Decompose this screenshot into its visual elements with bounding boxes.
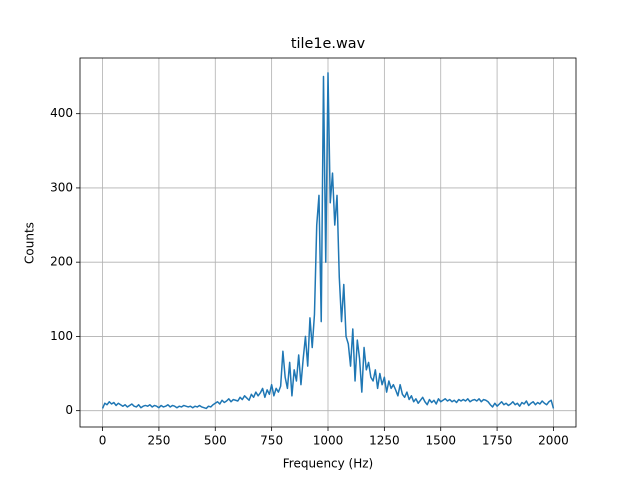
y-tick-label: 200 — [50, 255, 73, 269]
x-tick-label: 2000 — [538, 434, 569, 448]
y-tick-label: 0 — [65, 403, 73, 417]
chart-title: tile1e.wav — [291, 36, 366, 52]
y-tick-label: 300 — [50, 180, 73, 194]
y-tick-label: 400 — [50, 106, 73, 120]
x-tick-label: 750 — [260, 434, 283, 448]
x-axis-label: Frequency (Hz) — [283, 457, 374, 471]
x-tick-label: 250 — [147, 434, 170, 448]
x-tick-label: 1500 — [425, 434, 456, 448]
x-tick-label: 1000 — [313, 434, 344, 448]
y-tick-label: 100 — [50, 329, 73, 343]
data-line — [101, 72, 555, 410]
x-tick-label: 1250 — [369, 434, 400, 448]
x-tick-label: 1750 — [482, 434, 513, 448]
y-axis-label: Counts — [23, 222, 37, 264]
x-tick-label: 0 — [99, 434, 107, 448]
plot-frame — [79, 57, 577, 428]
x-tick-label: 500 — [204, 434, 227, 448]
